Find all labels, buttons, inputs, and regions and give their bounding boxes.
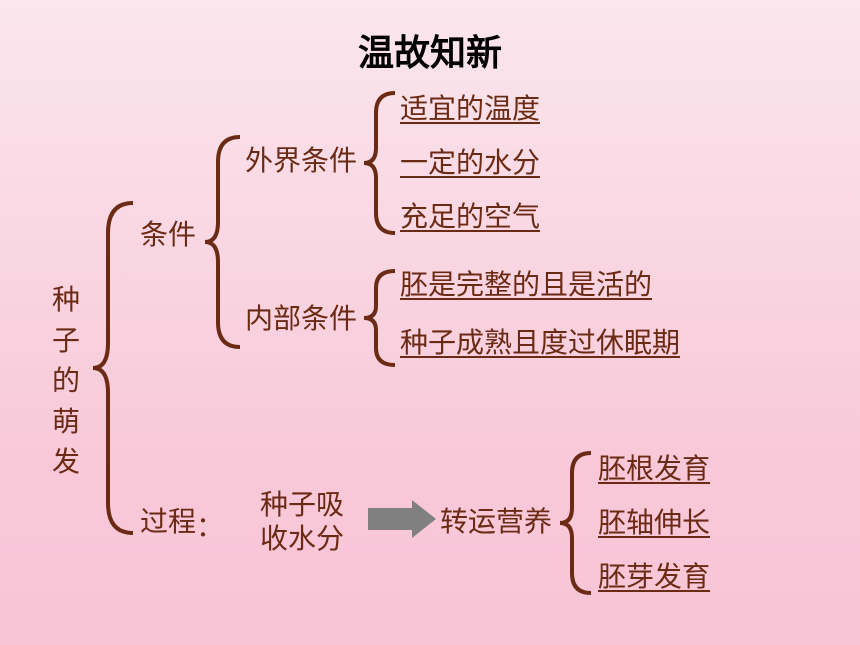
process-step1-line2: 收水分 xyxy=(260,522,344,556)
arrow-icon xyxy=(368,508,414,530)
brace-root xyxy=(88,198,138,538)
brace-external xyxy=(360,88,400,238)
brace-outcomes xyxy=(556,448,596,598)
external-item: 充足的空气 xyxy=(400,200,540,234)
page-title: 温故知新 xyxy=(0,24,860,76)
process-label: 过程 xyxy=(140,505,196,539)
root-char: 子 xyxy=(50,321,82,362)
external-item: 一定的水分 xyxy=(400,146,540,180)
root-char: 种 xyxy=(50,280,82,321)
root-char: 的 xyxy=(50,361,82,402)
brace-conditions xyxy=(200,132,245,352)
outcome-item: 胚芽发育 xyxy=(598,560,710,594)
outcome-item: 胚轴伸长 xyxy=(598,506,710,540)
external-item: 适宜的温度 xyxy=(400,92,540,126)
external-conditions-label: 外界条件 xyxy=(245,144,357,178)
root-label: 种 子 的 萌 发 xyxy=(50,280,82,483)
internal-item: 胚是完整的且是活的 xyxy=(400,268,652,302)
internal-conditions-label: 内部条件 xyxy=(245,302,357,336)
conditions-label: 条件 xyxy=(140,218,196,252)
root-char: 萌 xyxy=(50,402,82,443)
internal-item: 种子成熟且度过休眠期 xyxy=(400,326,680,360)
outcome-item: 胚根发育 xyxy=(598,452,710,486)
process-step1-line1: 种子吸 xyxy=(260,488,344,522)
root-char: 发 xyxy=(50,442,82,483)
process-step2: 转运营养 xyxy=(440,505,552,539)
process-colon: ： xyxy=(196,505,224,545)
brace-internal xyxy=(360,266,400,370)
